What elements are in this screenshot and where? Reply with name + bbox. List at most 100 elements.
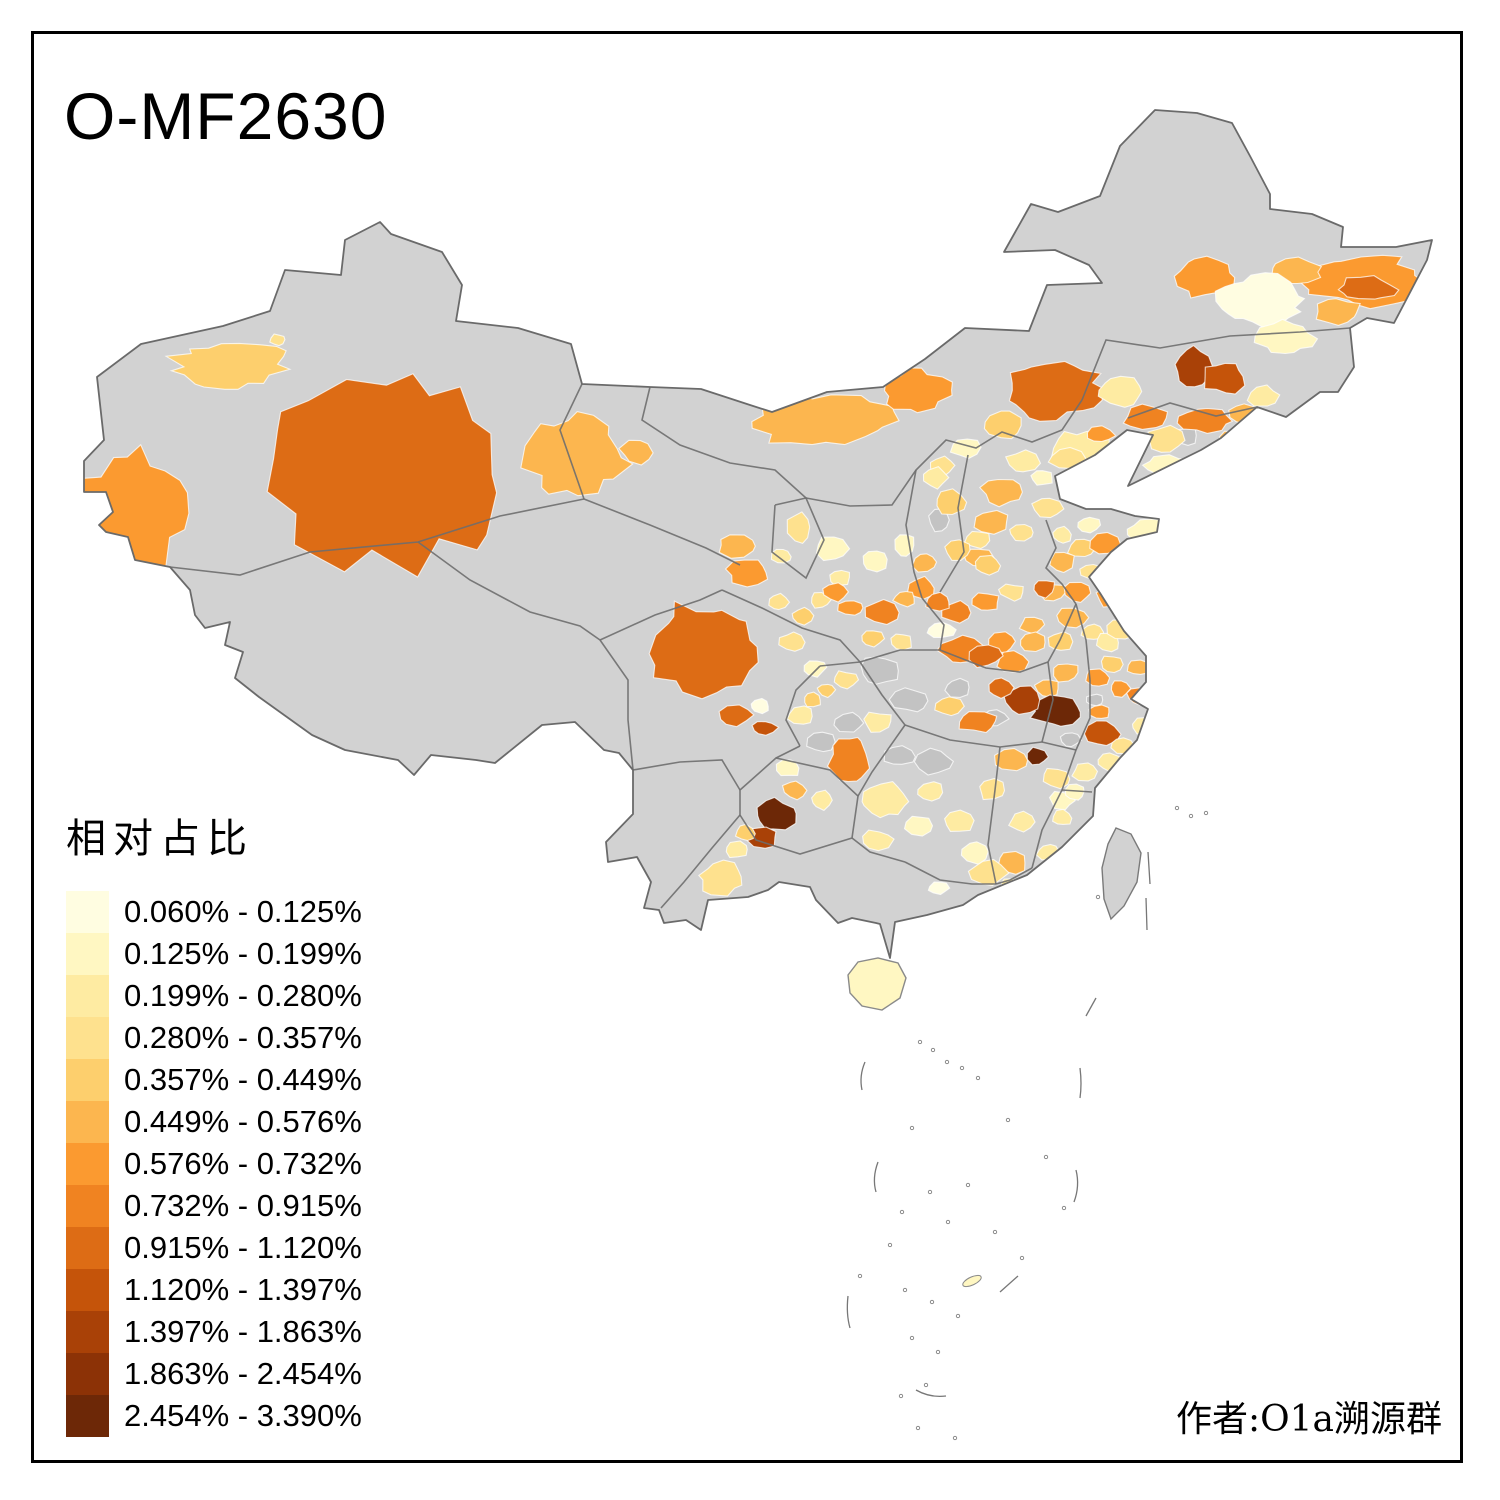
legend-swatch — [66, 1185, 109, 1227]
map-region — [971, 592, 1000, 611]
sea-boundary-dash — [1085, 997, 1097, 1017]
map-region — [1031, 497, 1065, 519]
islet-dot — [935, 1349, 941, 1355]
islet-dot — [923, 1382, 929, 1388]
legend-swatch — [66, 1059, 109, 1101]
map-region — [968, 644, 1004, 669]
sea-boundary-dash — [1079, 1067, 1082, 1099]
legend-label: 2.454% - 3.390% — [124, 1398, 362, 1433]
map-region — [648, 600, 759, 700]
legend-item: 0.125% - 0.199% — [66, 933, 362, 975]
map-region — [890, 633, 912, 651]
map-region — [862, 829, 895, 852]
legend-item: 2.454% - 3.390% — [66, 1395, 362, 1437]
sea-boundary-dash — [915, 1389, 947, 1398]
map-region — [734, 823, 756, 842]
map-region — [724, 559, 769, 588]
islet-dot — [1095, 894, 1101, 900]
map-region — [927, 881, 951, 896]
map-region — [1113, 548, 1142, 570]
legend-swatch — [66, 1311, 109, 1353]
islet-dot — [959, 1065, 965, 1071]
legend-swatch — [66, 1227, 109, 1269]
map-region — [1174, 344, 1214, 388]
map-region — [1204, 362, 1246, 395]
islet-dot — [917, 1039, 923, 1045]
legend-item: 1.397% - 1.863% — [66, 1311, 362, 1353]
map-region — [1158, 531, 1183, 549]
map-region — [922, 465, 950, 490]
map-region — [917, 781, 944, 802]
islet-dot — [902, 1287, 908, 1293]
map-region — [786, 511, 811, 545]
legend-swatch — [66, 1395, 109, 1437]
map-region — [1083, 720, 1122, 747]
map-region — [1337, 275, 1400, 300]
islet-dot — [1061, 1205, 1067, 1211]
map-region — [974, 554, 1002, 576]
map-region — [826, 736, 871, 783]
map-region — [1059, 732, 1083, 748]
legend-rows: 0.060% - 0.125% 0.125% - 0.199% 0.199% - 0… — [66, 891, 362, 1437]
islet-dot — [915, 1425, 921, 1431]
map-region — [997, 583, 1024, 602]
map-region — [1077, 516, 1102, 534]
islet-dot — [1188, 813, 1194, 819]
map-region — [1218, 430, 1244, 451]
map-region — [1053, 663, 1079, 683]
map-region — [994, 747, 1029, 772]
legend-item: 0.357% - 0.449% — [66, 1059, 362, 1101]
map-region — [786, 705, 813, 725]
islet-dot — [945, 1219, 951, 1225]
map-region — [829, 569, 850, 586]
taiwan-island — [1101, 827, 1142, 921]
map-region — [1271, 256, 1323, 285]
map-region — [963, 530, 991, 550]
map-region — [1071, 762, 1099, 782]
islet-dot — [1019, 1255, 1025, 1261]
map-region — [1030, 470, 1053, 486]
map-region — [988, 677, 1015, 700]
islet-dot — [992, 1229, 998, 1235]
south-sea-islands — [846, 805, 1209, 1441]
islet-dot — [1005, 1117, 1011, 1123]
map-region — [618, 439, 654, 466]
legend-label: 0.449% - 0.576% — [124, 1104, 362, 1139]
islet-dot — [1203, 810, 1209, 816]
legend-swatch — [66, 1017, 109, 1059]
map-region — [888, 687, 929, 713]
map-region — [1049, 551, 1075, 574]
map-region — [943, 809, 975, 832]
sea-boundary-dash — [846, 1295, 851, 1329]
map-region — [768, 592, 791, 611]
map-region — [806, 731, 836, 753]
map-region — [913, 747, 955, 776]
map-region — [791, 606, 815, 626]
legend-label: 0.357% - 0.449% — [124, 1062, 362, 1097]
mainland-outline — [83, 109, 1433, 959]
islet-dot — [952, 1435, 958, 1441]
map-region — [1029, 694, 1081, 727]
map-region — [860, 656, 899, 685]
map-region — [973, 509, 1009, 535]
islet-dot — [955, 1313, 961, 1319]
islet-dot — [929, 1299, 935, 1305]
islet-dot — [930, 1047, 936, 1053]
legend-swatch — [66, 891, 109, 933]
map-region — [1141, 688, 1159, 701]
mainland-fill — [84, 110, 1432, 958]
islet-dot — [899, 1209, 905, 1215]
map-region — [756, 796, 797, 831]
islet-dot — [1174, 805, 1180, 811]
map-region — [891, 590, 915, 608]
legend-label: 0.280% - 0.357% — [124, 1020, 362, 1055]
map-region — [1008, 360, 1104, 422]
map-region — [903, 815, 934, 837]
map-region — [862, 550, 888, 573]
map-region — [1110, 680, 1132, 698]
legend-title: 相对占比 — [66, 816, 254, 862]
legend-label: 0.576% - 0.732% — [124, 1146, 362, 1181]
map-region — [718, 534, 756, 559]
legend-item: 0.199% - 0.280% — [66, 975, 362, 1017]
